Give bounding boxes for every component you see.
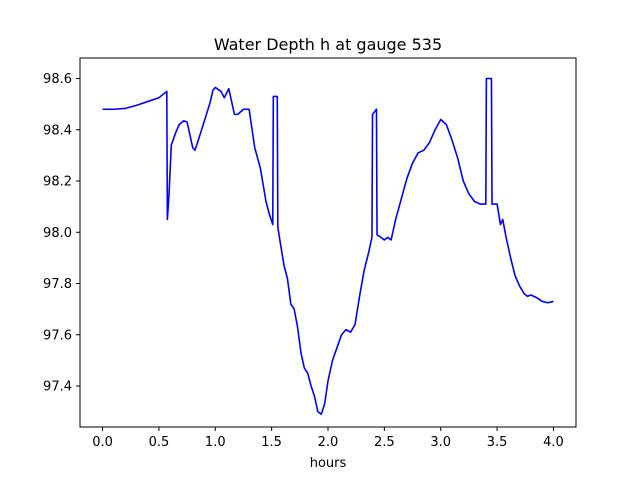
x-tick-label: 2.5 xyxy=(374,435,395,450)
y-tick-label: 97.6 xyxy=(43,328,72,343)
series-line xyxy=(102,77,554,415)
x-tick-label: 4.0 xyxy=(543,435,564,450)
y-tick-label: 97.8 xyxy=(43,277,72,292)
y-tick-label: 98.2 xyxy=(43,175,72,190)
plot-frame xyxy=(79,57,577,428)
x-axis: 0.0 0.5 1.0 1.5 2.0 2.5 3.0 3.5 4.0 xyxy=(92,427,564,450)
x-axis-label: hours xyxy=(310,456,347,471)
y-tick-label: 97.4 xyxy=(43,380,72,395)
x-tick-label: 3.0 xyxy=(430,435,451,450)
x-tick-label: 3.5 xyxy=(487,435,508,450)
chart-title: Water Depth h at gauge 535 xyxy=(214,35,442,54)
x-tick-label: 1.5 xyxy=(261,435,282,450)
x-tick-label: 0.0 xyxy=(92,435,113,450)
y-tick-label: 98.0 xyxy=(43,226,72,241)
x-tick-label: 2.0 xyxy=(318,435,339,450)
y-tick-label: 98.6 xyxy=(43,72,72,87)
y-axis: 97.4 97.6 97.8 98.0 98.2 98.4 98.6 xyxy=(43,72,80,395)
y-tick-label: 98.4 xyxy=(43,123,72,138)
x-tick-label: 1.0 xyxy=(205,435,226,450)
x-tick-label: 0.5 xyxy=(149,435,170,450)
